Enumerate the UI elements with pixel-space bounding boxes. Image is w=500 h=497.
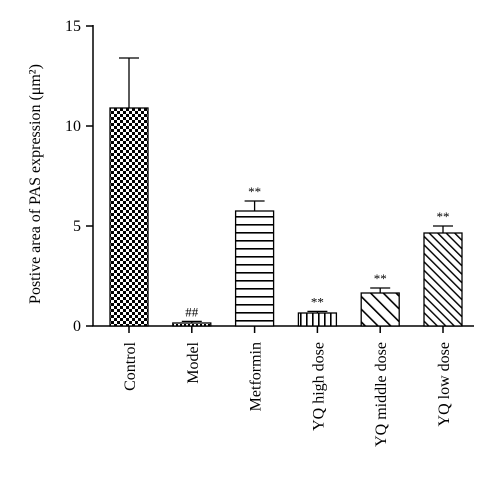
y-tick-label: 5 <box>73 218 81 235</box>
significance-label: ** <box>311 294 324 309</box>
x-tick-label: YQ low dose <box>436 342 453 426</box>
significance-label: ** <box>248 184 261 199</box>
x-tick-label: YQ high dose <box>310 342 327 431</box>
bar <box>234 210 275 327</box>
x-axis: Control Model Metformin YQ high dose YQ midd… <box>92 325 474 447</box>
significance-label: ## <box>185 304 199 319</box>
bar-group: ## <box>172 304 212 327</box>
bar <box>297 312 338 327</box>
bar-group: ** <box>360 271 400 327</box>
x-tick-label: Metformin <box>248 342 265 411</box>
y-tick-label: 10 <box>65 118 81 135</box>
y-axis: 0 5 10 15 <box>65 18 94 335</box>
y-tick-label: 15 <box>65 18 81 35</box>
bars: ## ** ** ** ** <box>109 57 463 327</box>
bar <box>109 107 149 327</box>
y-axis-title: Postive area of PAS expression (μm²) <box>27 64 44 304</box>
bar <box>360 292 400 327</box>
x-tick-label: Model <box>185 341 202 383</box>
bar-group: ** <box>297 294 338 327</box>
x-tick-label: Control <box>122 341 139 390</box>
bar <box>172 322 212 327</box>
bar-group <box>109 57 149 327</box>
y-tick-label: 0 <box>73 318 81 335</box>
bar-group: ** <box>423 209 463 327</box>
significance-label: ** <box>437 209 450 224</box>
significance-label: ** <box>374 271 387 286</box>
bar <box>423 232 463 327</box>
bar-group: ** <box>234 184 275 327</box>
x-tick-label: YQ middle dose <box>373 342 390 447</box>
